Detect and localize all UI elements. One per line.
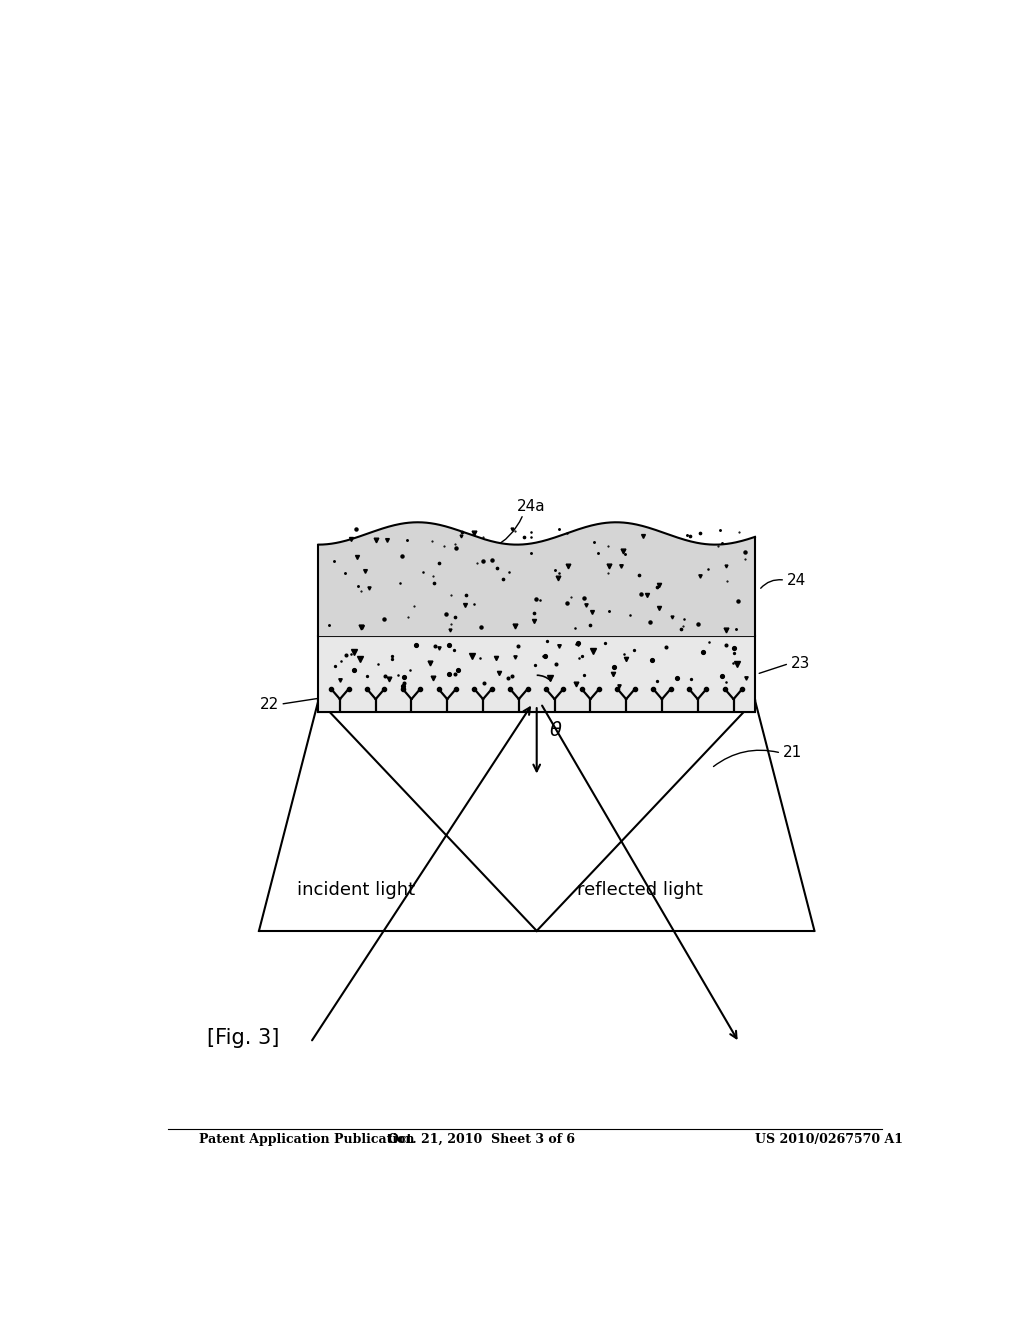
Text: [Fig. 3]: [Fig. 3] — [207, 1027, 280, 1048]
Text: 24a: 24a — [517, 499, 546, 515]
Text: 21: 21 — [782, 746, 802, 760]
Polygon shape — [318, 523, 755, 636]
Text: $\theta$: $\theta$ — [549, 721, 562, 741]
Text: incident light: incident light — [297, 882, 415, 899]
Bar — [318, 636, 755, 713]
Text: Patent Application Publication: Patent Application Publication — [200, 1133, 415, 1146]
Text: Oct. 21, 2010  Sheet 3 of 6: Oct. 21, 2010 Sheet 3 of 6 — [388, 1133, 574, 1146]
Text: 23: 23 — [791, 656, 810, 671]
Text: US 2010/0267570 A1: US 2010/0267570 A1 — [755, 1133, 903, 1146]
Polygon shape — [259, 700, 814, 931]
Bar — [318, 700, 755, 713]
Text: 24: 24 — [786, 573, 806, 587]
Text: reflected light: reflected light — [577, 882, 702, 899]
Text: 22: 22 — [259, 697, 279, 711]
